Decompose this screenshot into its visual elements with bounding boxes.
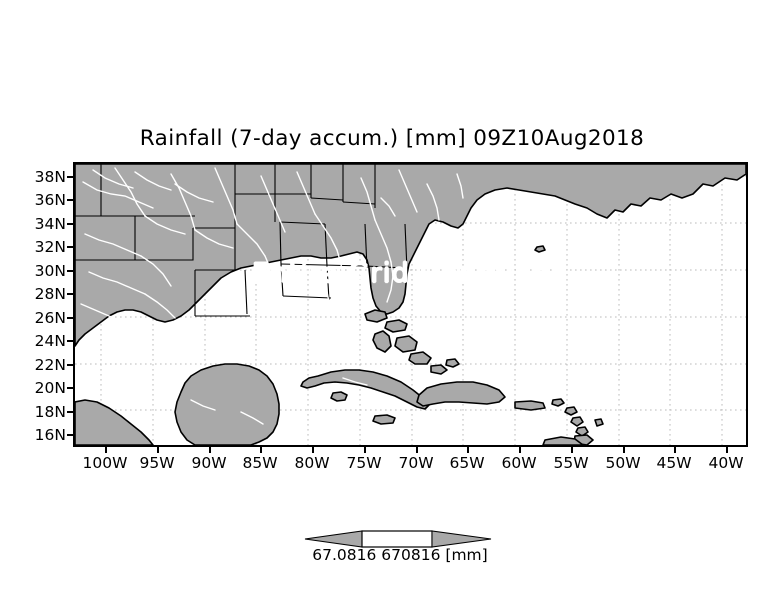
- y-axis-label: 18N: [34, 403, 66, 421]
- x-axis-tick: [209, 447, 211, 453]
- y-axis-label: 26N: [34, 309, 66, 327]
- x-axis-label: 60W: [501, 454, 537, 472]
- south-america-tip: [542, 436, 584, 445]
- x-axis-label: 45W: [656, 454, 692, 472]
- x-axis-tick: [364, 447, 366, 453]
- x-axis-tick: [571, 447, 573, 453]
- x-axis-tick: [467, 447, 469, 453]
- x-axis-label: 75W: [346, 454, 382, 472]
- bahamas-islands: [364, 309, 460, 375]
- x-axis-tick: [726, 447, 728, 453]
- y-axis-tick: [67, 317, 73, 319]
- colorbar-caption: 67.0816 670816 [mm]: [312, 546, 488, 564]
- x-axis-tick: [519, 447, 521, 453]
- x-axis-label: 50W: [605, 454, 641, 472]
- y-axis-label: 20N: [34, 379, 66, 397]
- page-title: Rainfall (7-day accum.) [mm] 09Z10Aug201…: [139, 126, 645, 151]
- colorbar-center-swatch: [361, 530, 433, 548]
- map-canvas: [75, 164, 746, 445]
- y-axis-tick: [67, 246, 73, 248]
- y-axis-label: 16N: [34, 426, 66, 444]
- y-axis-tick: [67, 223, 73, 225]
- y-axis-label: 24N: [34, 332, 66, 350]
- y-axis-tick: [67, 270, 73, 272]
- y-axis-label: 28N: [34, 285, 66, 303]
- river-network: [80, 167, 464, 425]
- map-plot-area: Entire Grid Undefined: [73, 162, 748, 447]
- y-axis-label: 30N: [34, 262, 66, 280]
- central-america-strip: [75, 399, 154, 445]
- colorbar-low-extend-arrow: [304, 530, 363, 548]
- north-america-landmass: [75, 164, 746, 347]
- y-axis-tick: [67, 387, 73, 389]
- y-axis-label: 38N: [34, 168, 66, 186]
- hispaniola-island: [416, 381, 506, 407]
- y-axis-tick: [67, 293, 73, 295]
- x-axis-label: 55W: [553, 454, 589, 472]
- bermuda-island: [534, 245, 546, 253]
- x-axis-label: 40W: [708, 454, 744, 472]
- y-axis-tick: [67, 434, 73, 436]
- y-axis-tick: [67, 364, 73, 366]
- x-axis-label: 95W: [139, 454, 175, 472]
- yucatan-peninsula: [174, 363, 280, 445]
- y-axis-tick: [67, 176, 73, 178]
- cuba-island: [300, 369, 430, 410]
- y-axis-label: 36N: [34, 191, 66, 209]
- x-axis-tick: [157, 447, 159, 453]
- x-axis-tick: [674, 447, 676, 453]
- x-axis-tick: [623, 447, 625, 453]
- x-axis-label: 85W: [242, 454, 278, 472]
- x-axis-labels: 100W 95W 90W 85W 80W 75W 70W 65W 60W 55W…: [73, 454, 748, 476]
- jamaica-island: [372, 414, 396, 425]
- puerto-rico-island: [514, 400, 546, 411]
- y-axis-label: 22N: [34, 356, 66, 374]
- y-axis-label: 34N: [34, 215, 66, 233]
- y-axis-tick: [67, 411, 73, 413]
- y-axis-tick: [67, 340, 73, 342]
- x-axis-label: 100W: [82, 454, 128, 472]
- x-axis-tick: [312, 447, 314, 453]
- isla-juventud: [330, 391, 348, 402]
- x-axis-label: 90W: [191, 454, 227, 472]
- y-axis-labels: 38N 36N 34N 32N 30N 28N 26N 24N 22N 20N …: [14, 162, 66, 447]
- landmass-layer: [75, 164, 746, 445]
- x-axis-label: 70W: [398, 454, 434, 472]
- colorbar-legend: [304, 530, 492, 548]
- y-axis-label: 32N: [34, 238, 66, 256]
- x-axis-tick: [260, 447, 262, 453]
- colorbar-high-extend-arrow: [431, 530, 492, 548]
- x-axis-label: 80W: [294, 454, 330, 472]
- y-axis-tick: [67, 199, 73, 201]
- x-axis-tick: [416, 447, 418, 453]
- x-axis-label: 65W: [449, 454, 485, 472]
- x-axis-tick: [105, 447, 107, 453]
